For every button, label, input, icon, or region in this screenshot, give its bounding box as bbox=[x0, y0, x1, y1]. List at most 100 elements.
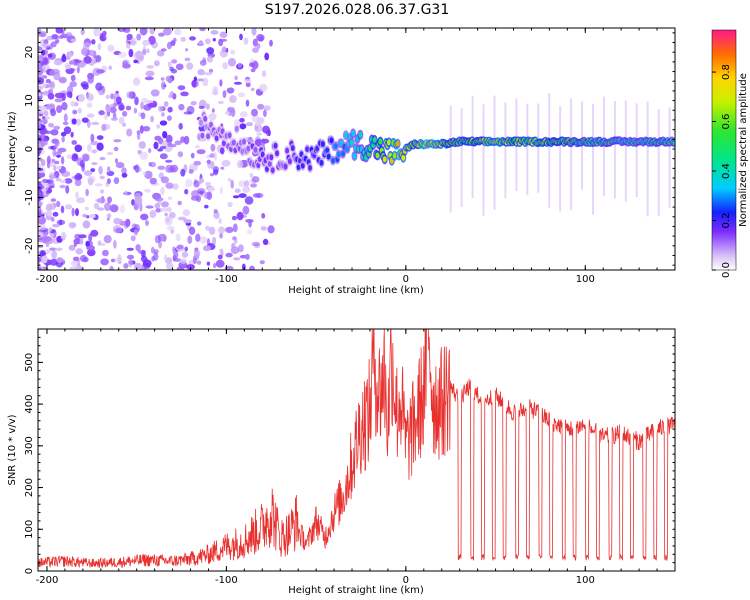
spectrogram-ridge-point bbox=[358, 131, 363, 138]
spectrogram-noise-blob bbox=[115, 227, 122, 234]
spectrogram-noise-blob bbox=[221, 46, 227, 53]
spectrogram-noise-blob bbox=[94, 183, 103, 187]
spectrogram-noise-blob bbox=[208, 226, 216, 235]
spectrogram-noise-blob bbox=[54, 247, 63, 251]
spectrogram-noise-blob bbox=[243, 180, 250, 188]
spectrogram-noise-blob bbox=[96, 135, 104, 141]
spectrogram-noise-blob bbox=[186, 264, 195, 270]
spectrogram-noise-blob bbox=[206, 159, 211, 165]
spectrogram-noise-blob bbox=[74, 179, 82, 187]
spectrogram-noise-blob bbox=[167, 77, 173, 84]
spectrogram-noise-blob bbox=[133, 51, 142, 61]
spectrogram-noise-blob bbox=[236, 211, 244, 221]
spectrogram-noise-blob bbox=[56, 105, 63, 114]
spectrogram-noise-blob bbox=[102, 30, 107, 36]
colorbar-tick-label: 0.6 bbox=[721, 114, 732, 130]
spectrogram-noise-blob bbox=[52, 223, 60, 228]
spectrogram-noise-blob bbox=[212, 236, 217, 246]
spectrogram-noise-blob bbox=[68, 52, 73, 58]
snr-y-axis-label: SNR (10 * v/v) bbox=[7, 414, 18, 485]
spectrogram-y-axis-label: Frequency (Hz) bbox=[7, 111, 18, 187]
spectrogram-noise-blob bbox=[61, 102, 68, 111]
spectrogram-ridge-point bbox=[260, 151, 265, 158]
spectrogram-noise-blob bbox=[161, 112, 165, 117]
spectrogram-noise-blob bbox=[145, 127, 150, 132]
spectrogram-noise-blob bbox=[220, 166, 225, 170]
spectrogram-noise-blob bbox=[163, 254, 168, 261]
spectrogram-noise-blob bbox=[73, 241, 77, 247]
spectrogram-ridge-point bbox=[296, 164, 301, 171]
spectrogram-noise-blob bbox=[199, 236, 208, 244]
spectrogram-noise-blob bbox=[234, 75, 238, 81]
spectrogram-noise-blob bbox=[48, 226, 52, 233]
spectrogram-noise-blob bbox=[161, 48, 167, 52]
colorbar-tick-label: 0.0 bbox=[721, 262, 732, 278]
spectrogram-noise-blob bbox=[206, 191, 213, 201]
spectrogram-noise-blob bbox=[99, 189, 105, 194]
spectrogram-noise-layer bbox=[38, 28, 671, 270]
spectrogram-noise-blob bbox=[154, 60, 160, 67]
spectrogram-noise-blob bbox=[222, 90, 227, 99]
colorbar-label: Normalized spectral amplitude bbox=[738, 73, 749, 227]
colorbar-ticks: 0.0 0.2 0.4 0.6 0.8 bbox=[712, 64, 732, 278]
spectrogram-noise-blob bbox=[157, 200, 162, 205]
spectrogram-noise-blob bbox=[82, 42, 91, 47]
spectrogram-noise-blob bbox=[128, 48, 134, 58]
spectrogram-noise-blob bbox=[38, 202, 43, 207]
spectrogram-noise-blob bbox=[125, 218, 131, 227]
spectrogram-noise-blob bbox=[233, 81, 242, 85]
spectrogram-noise-blob bbox=[180, 91, 189, 97]
spectrogram-noise-blob bbox=[69, 266, 79, 270]
spectrogram-noise-blob bbox=[154, 135, 162, 141]
spectrogram-ridge-point bbox=[392, 152, 397, 159]
spectrogram-noise-blob bbox=[121, 167, 127, 175]
spectrogram-noise-blob bbox=[99, 175, 105, 180]
spectrogram-noise-blob bbox=[60, 205, 65, 214]
spectrogram-noise-blob bbox=[95, 55, 102, 63]
spectrogram-noise-blob bbox=[52, 211, 59, 217]
spectrogram-noise-blob bbox=[227, 106, 235, 113]
spectrogram-noise-blob bbox=[56, 151, 62, 155]
spectrogram-ridge-point bbox=[351, 130, 356, 137]
colorbar-tick-label: 0.8 bbox=[721, 64, 732, 80]
spectrogram-ridge-point bbox=[320, 141, 325, 147]
spectrogram-noise-blob bbox=[106, 151, 114, 156]
spectrogram-noise-blob bbox=[267, 225, 275, 234]
spectrogram-noise-blob bbox=[47, 53, 53, 58]
spectrogram-noise-blob bbox=[72, 109, 78, 115]
spectrogram-noise-blob bbox=[218, 218, 222, 224]
spectrogram-noise-blob bbox=[59, 184, 66, 189]
spectrogram-noise-blob bbox=[38, 77, 45, 85]
spectrogram-noise-blob bbox=[225, 252, 233, 258]
spectrogram-noise-blob bbox=[106, 178, 111, 185]
spectrogram-noise-blob bbox=[54, 98, 64, 103]
spectrogram-noise-blob bbox=[88, 49, 96, 57]
spectrogram-noise-blob bbox=[210, 160, 215, 170]
spectrogram-noise-blob bbox=[76, 197, 86, 204]
spectrogram-noise-blob bbox=[255, 122, 259, 127]
spectrogram-noise-blob bbox=[134, 164, 140, 173]
spectrogram-noise-blob bbox=[215, 259, 225, 268]
spectrogram-ridge-point bbox=[221, 140, 226, 147]
spectrogram-noise-blob bbox=[171, 59, 178, 64]
spectrogram-noise-blob bbox=[46, 155, 51, 165]
spectrogram-noise-blob bbox=[172, 93, 177, 100]
spectrogram-ridge-point bbox=[375, 152, 380, 159]
spectrogram-noise-blob bbox=[261, 213, 266, 219]
spectrogram-noise-blob bbox=[90, 133, 95, 143]
spectrogram-noise-blob bbox=[38, 146, 42, 155]
spectrogram-noise-blob bbox=[84, 206, 89, 211]
spectrogram-noise-blob bbox=[243, 37, 249, 45]
spectrogram-noise-blob bbox=[166, 115, 172, 121]
spectrogram-noise-blob bbox=[43, 110, 49, 117]
spectrogram-noise-blob bbox=[42, 43, 50, 49]
spectrogram-noise-blob bbox=[42, 235, 52, 242]
x-tick-label: 0 bbox=[403, 274, 409, 285]
spectrogram-noise-blob bbox=[126, 247, 134, 251]
spectrogram-noise-blob bbox=[139, 28, 148, 36]
spectrogram-noise-blob bbox=[204, 204, 209, 209]
spectrogram-noise-blob bbox=[263, 105, 271, 111]
spectrogram-noise-blob bbox=[204, 181, 211, 187]
spectrogram-noise-blob bbox=[236, 160, 244, 169]
